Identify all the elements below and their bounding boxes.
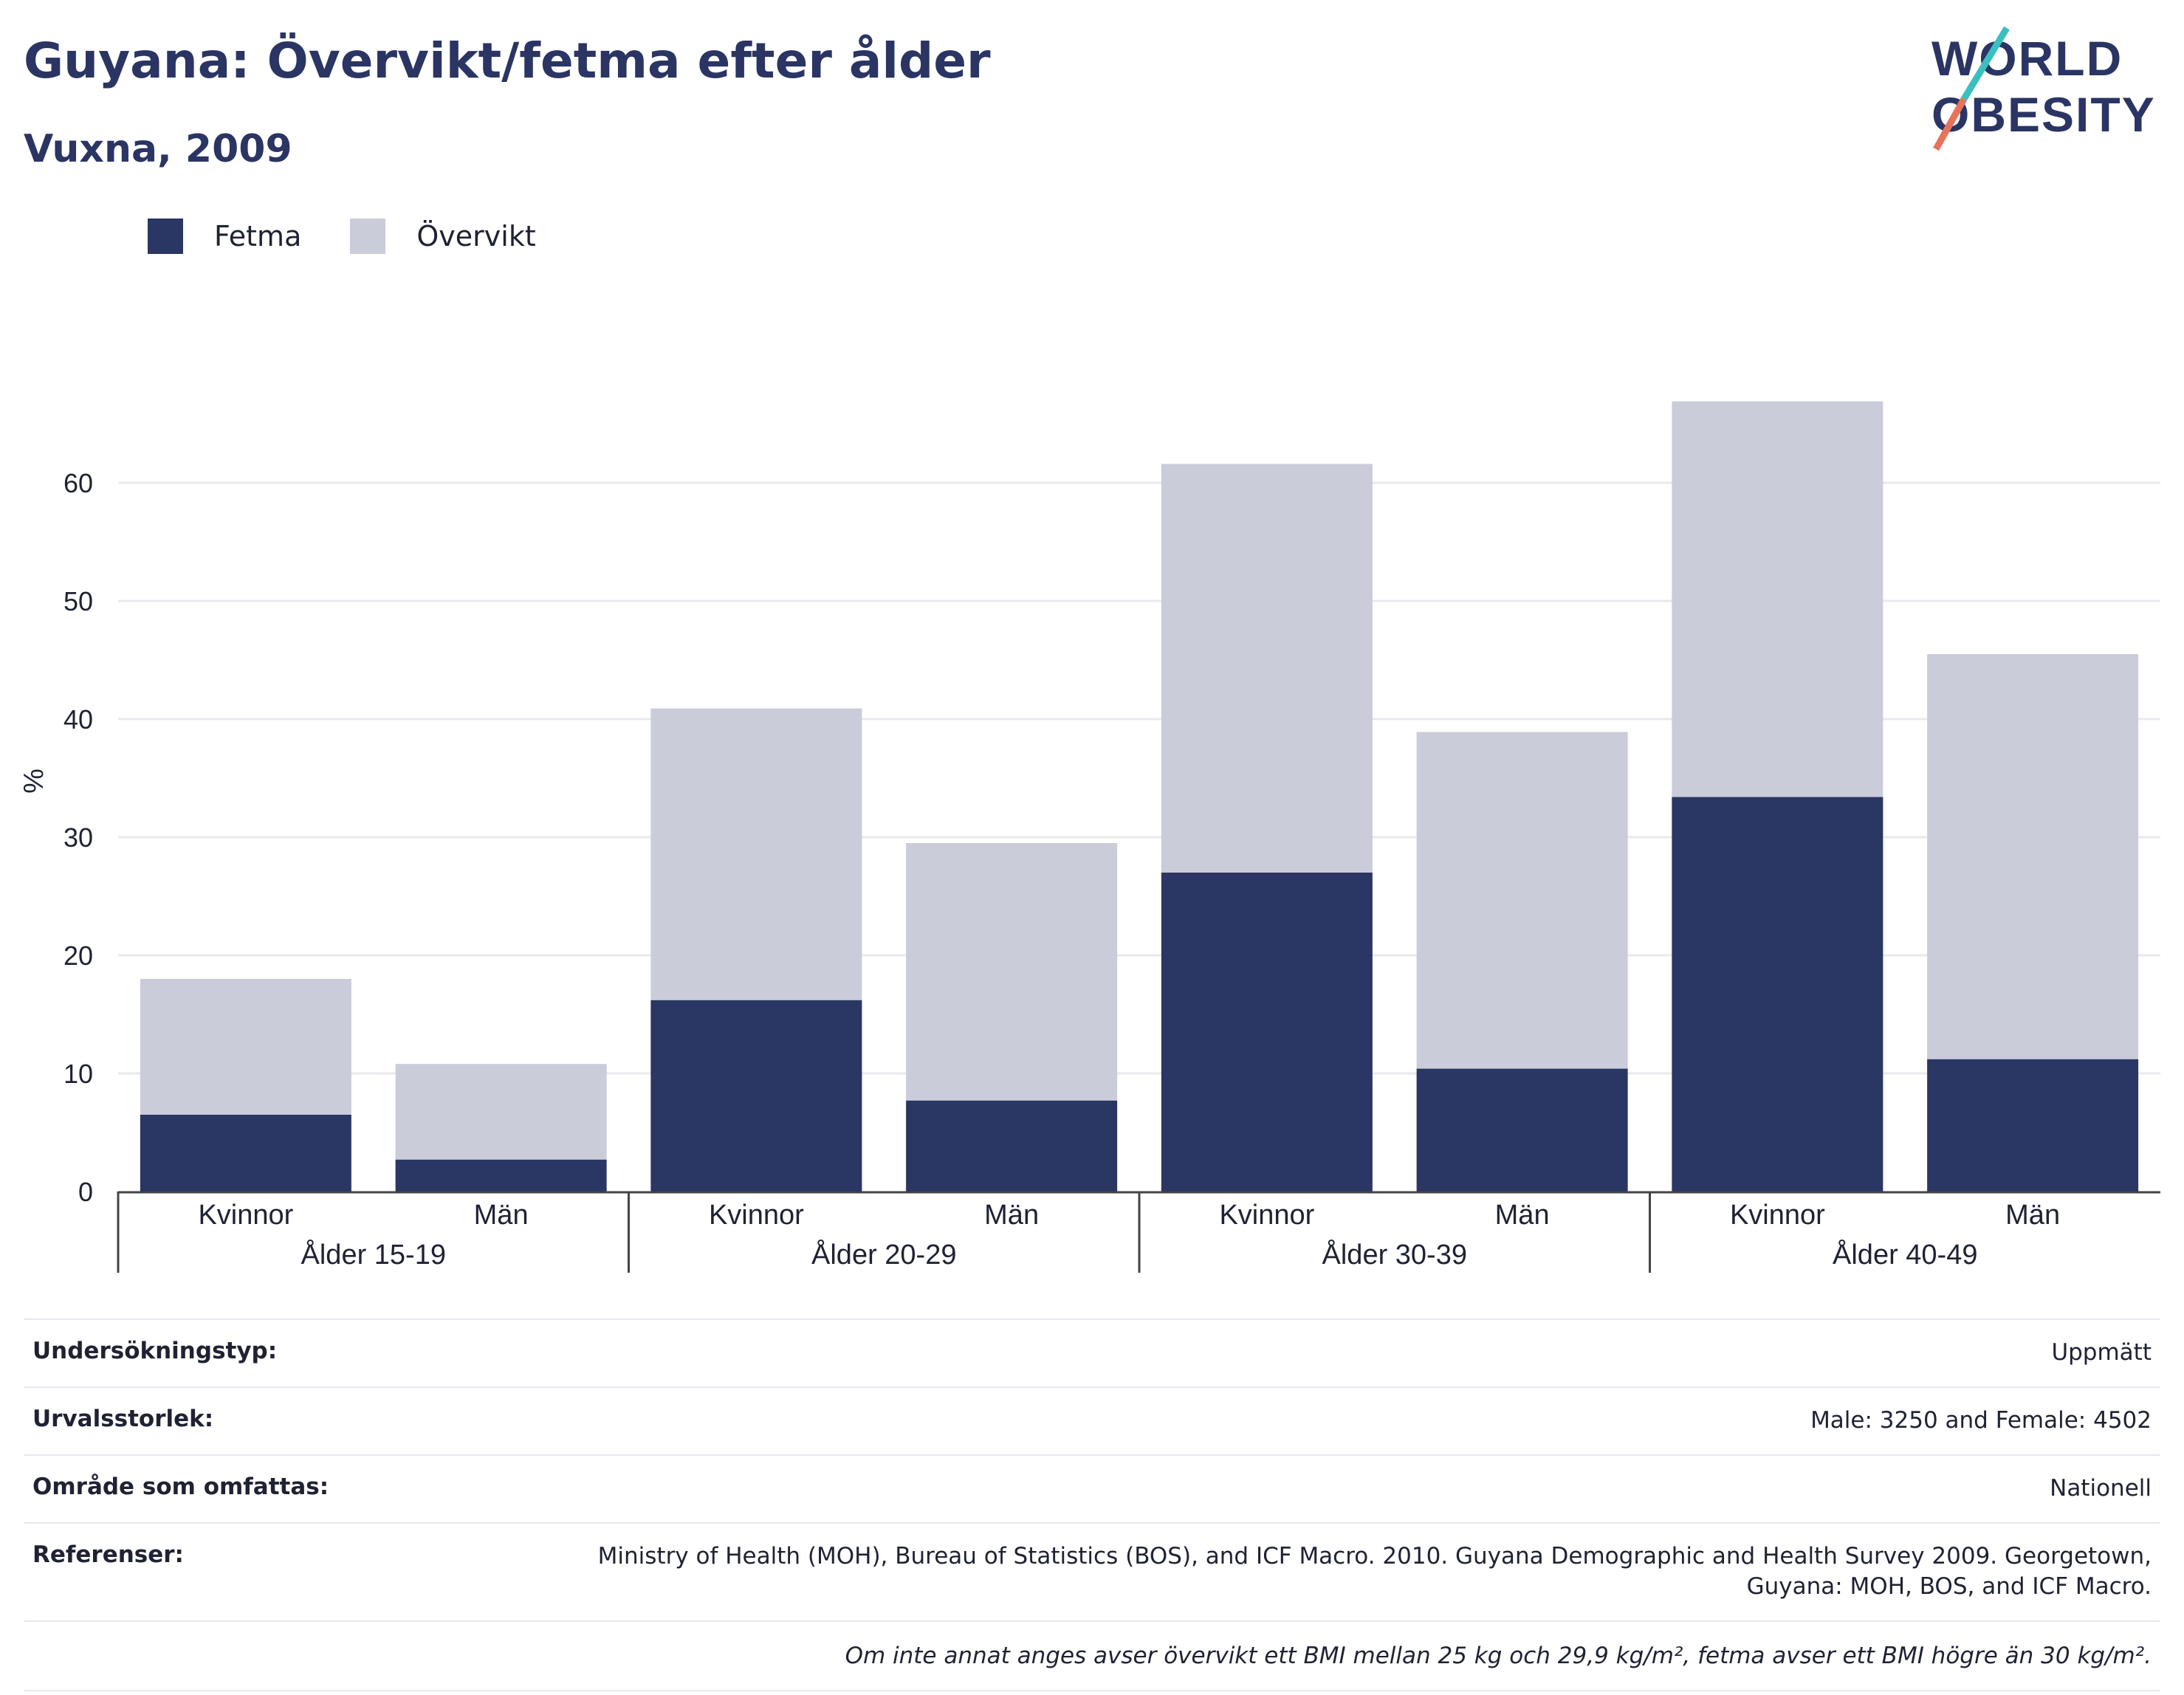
- bar-fetma: [140, 1115, 351, 1192]
- legend-swatch-overvikt: [350, 219, 386, 254]
- info-value: Nationell: [2050, 1474, 2152, 1502]
- bar-overvikt: [1416, 732, 1628, 1069]
- bar-overvikt: [650, 708, 862, 1000]
- y-tick-label: 50: [63, 586, 93, 616]
- legend-swatch-fetma: [148, 219, 183, 254]
- bar-fetma: [1416, 1068, 1628, 1192]
- y-tick-label: 10: [63, 1059, 93, 1089]
- legend-label-overvikt: Övervikt: [416, 220, 536, 252]
- y-tick-label: 30: [63, 822, 93, 853]
- world-obesity-logo: WORLD OBESITY: [1931, 26, 2154, 151]
- bar-overvikt: [395, 1064, 607, 1160]
- bar-fetma: [906, 1100, 1118, 1192]
- bmi-definition-note: Om inte annat anges avser övervikt ett B…: [24, 1620, 2160, 1692]
- bar-fetma: [650, 1000, 862, 1192]
- survey-info-table: Undersökningstyp: Uppmätt Urvalsstorlek:…: [24, 1318, 2160, 1692]
- info-row-coverage: Område som omfattas: Nationell: [24, 1454, 2160, 1522]
- info-value: Male: 3250 and Female: 4502: [1810, 1406, 2152, 1434]
- group-label: Ålder 30-39: [1322, 1238, 1467, 1271]
- legend-item-fetma[interactable]: Fetma: [148, 219, 301, 254]
- y-tick-label: 20: [63, 941, 93, 971]
- bar-overvikt: [140, 979, 351, 1115]
- x-tick-label: Män: [984, 1200, 1039, 1231]
- y-tick-label: 40: [63, 704, 93, 735]
- bar-fetma: [395, 1159, 607, 1192]
- bar-overvikt: [1927, 654, 2139, 1059]
- bar-fetma: [1672, 797, 1883, 1192]
- chart-legend: Fetma Övervikt: [148, 219, 585, 254]
- group-label: Ålder 40-49: [1833, 1238, 1977, 1271]
- info-value: Ministry of Health (MOH), Bureau of Stat…: [597, 1542, 2152, 1601]
- bar-chart: 0 10 20 30 40 50 60% Kvinnor Män Kvinnor Män Kvinno…: [18, 401, 2160, 1273]
- y-tick-label: 60: [63, 468, 93, 498]
- x-tick-label: Män: [2005, 1200, 2060, 1231]
- bar-fetma: [1927, 1059, 2139, 1192]
- x-tick-label: Kvinnor: [1730, 1200, 1825, 1231]
- info-row-references: Referenser: Ministry of Health (MOH), Bu…: [24, 1522, 2160, 1621]
- x-tick-label: Kvinnor: [1219, 1200, 1314, 1231]
- info-row-survey-type: Undersökningstyp: Uppmätt: [24, 1318, 2160, 1386]
- bar-fetma: [1161, 873, 1373, 1192]
- x-tick-label: Kvinnor: [709, 1200, 804, 1231]
- chart-title: Guyana: Övervikt/fetma efter ålder: [24, 32, 991, 89]
- legend-item-overvikt[interactable]: Övervikt: [350, 219, 536, 254]
- group-label: Ålder 15-19: [301, 1238, 446, 1271]
- bar-overvikt: [1672, 401, 1883, 797]
- group-label: Ålder 20-29: [811, 1238, 956, 1271]
- chart-subtitle: Vuxna, 2009: [24, 127, 292, 171]
- svg-text:WORLD: WORLD: [1931, 31, 2123, 86]
- bar-overvikt: [906, 843, 1118, 1101]
- x-tick-label: Kvinnor: [198, 1200, 293, 1231]
- info-label: Referenser:: [32, 1541, 184, 1568]
- info-label: Område som omfattas:: [32, 1473, 329, 1500]
- x-tick-label: Män: [1495, 1200, 1550, 1231]
- bar-overvikt: [1161, 464, 1373, 873]
- y-tick-label: 0: [78, 1177, 93, 1207]
- info-row-sample-size: Urvalsstorlek: Male: 3250 and Female: 45…: [24, 1386, 2160, 1454]
- x-tick-label: Män: [474, 1200, 529, 1231]
- y-axis-label: %: [18, 769, 49, 794]
- info-label: Urvalsstorlek:: [32, 1405, 214, 1432]
- info-label: Undersökningstyp:: [32, 1338, 278, 1364]
- info-value: Uppmätt: [2051, 1339, 2152, 1366]
- legend-label-fetma: Fetma: [214, 220, 302, 252]
